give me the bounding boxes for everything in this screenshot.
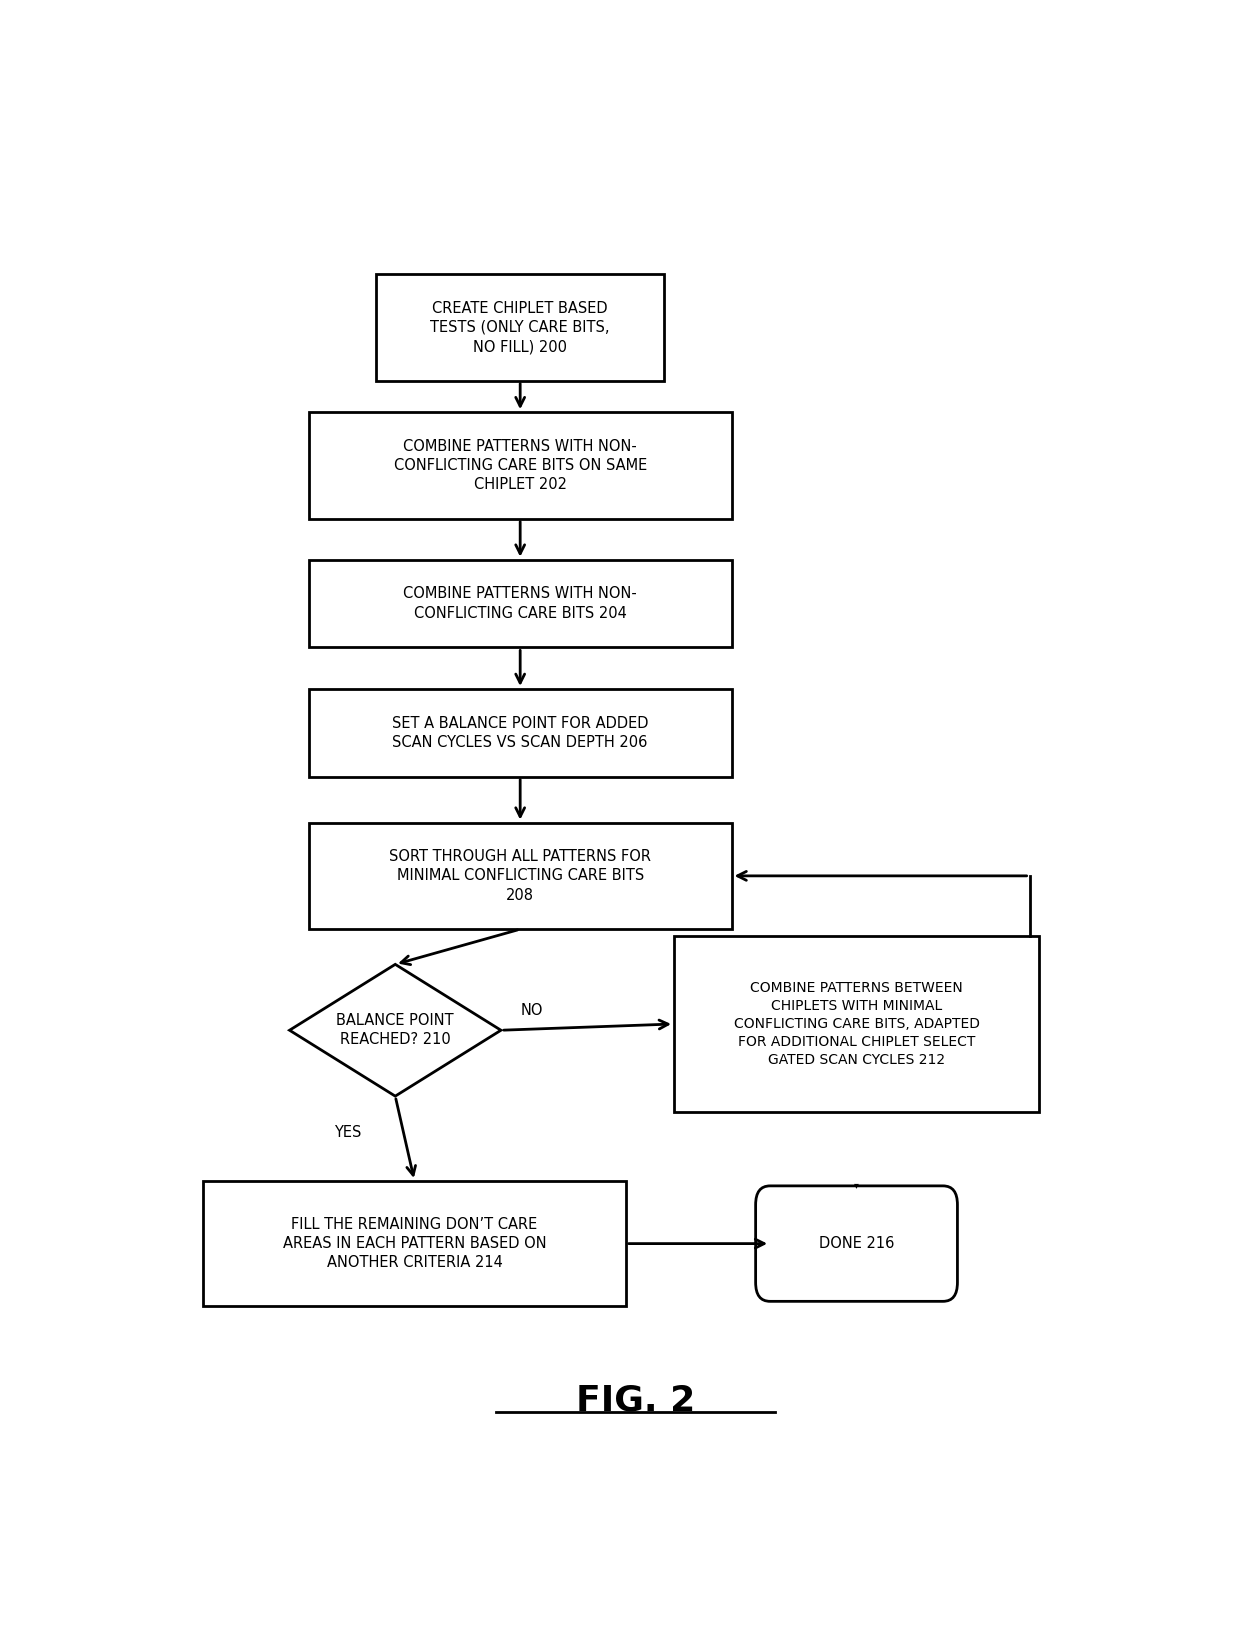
Text: BALANCE POINT
REACHED? 210: BALANCE POINT REACHED? 210 <box>336 1014 454 1048</box>
Text: COMBINE PATTERNS WITH NON-
CONFLICTING CARE BITS ON SAME
CHIPLET 202: COMBINE PATTERNS WITH NON- CONFLICTING C… <box>393 438 647 492</box>
FancyBboxPatch shape <box>675 936 1039 1112</box>
Text: YES: YES <box>335 1125 362 1139</box>
Text: FILL THE REMAINING DON’T CARE
AREAS IN EACH PATTERN BASED ON
ANOTHER CRITERIA 21: FILL THE REMAINING DON’T CARE AREAS IN E… <box>283 1218 547 1270</box>
Text: CREATE CHIPLET BASED
TESTS (ONLY CARE BITS,
NO FILL) 200: CREATE CHIPLET BASED TESTS (ONLY CARE BI… <box>430 300 610 354</box>
FancyBboxPatch shape <box>309 412 732 518</box>
FancyBboxPatch shape <box>309 689 732 778</box>
Text: ▾: ▾ <box>854 1180 859 1190</box>
Text: FIG. 2: FIG. 2 <box>575 1384 696 1418</box>
FancyBboxPatch shape <box>309 823 732 929</box>
FancyBboxPatch shape <box>376 274 665 381</box>
Text: SORT THROUGH ALL PATTERNS FOR
MINIMAL CONFLICTING CARE BITS
208: SORT THROUGH ALL PATTERNS FOR MINIMAL CO… <box>389 849 651 903</box>
FancyBboxPatch shape <box>203 1180 626 1306</box>
Polygon shape <box>290 965 501 1095</box>
Text: COMBINE PATTERNS BETWEEN
CHIPLETS WITH MINIMAL
CONFLICTING CARE BITS, ADAPTED
FO: COMBINE PATTERNS BETWEEN CHIPLETS WITH M… <box>734 981 980 1066</box>
Text: COMBINE PATTERNS WITH NON-
CONFLICTING CARE BITS 204: COMBINE PATTERNS WITH NON- CONFLICTING C… <box>403 587 637 621</box>
Text: NO: NO <box>521 1002 543 1017</box>
FancyBboxPatch shape <box>755 1187 957 1301</box>
FancyBboxPatch shape <box>309 559 732 647</box>
Text: DONE 216: DONE 216 <box>818 1236 894 1252</box>
Text: SET A BALANCE POINT FOR ADDED
SCAN CYCLES VS SCAN DEPTH 206: SET A BALANCE POINT FOR ADDED SCAN CYCLE… <box>392 716 649 750</box>
